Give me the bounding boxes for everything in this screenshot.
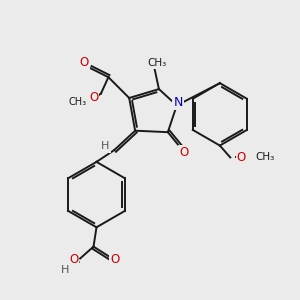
Text: CH₃: CH₃ <box>255 152 274 161</box>
Text: CH₃: CH₃ <box>148 58 167 68</box>
Text: H: H <box>61 266 69 275</box>
Text: O: O <box>80 56 88 69</box>
Text: O: O <box>237 151 246 164</box>
Text: CH₃: CH₃ <box>69 97 87 106</box>
Text: H: H <box>101 141 110 152</box>
Text: N: N <box>173 96 183 109</box>
Text: O: O <box>89 92 98 104</box>
Text: O: O <box>180 146 189 160</box>
Text: O: O <box>69 254 78 266</box>
Text: O: O <box>111 253 120 266</box>
